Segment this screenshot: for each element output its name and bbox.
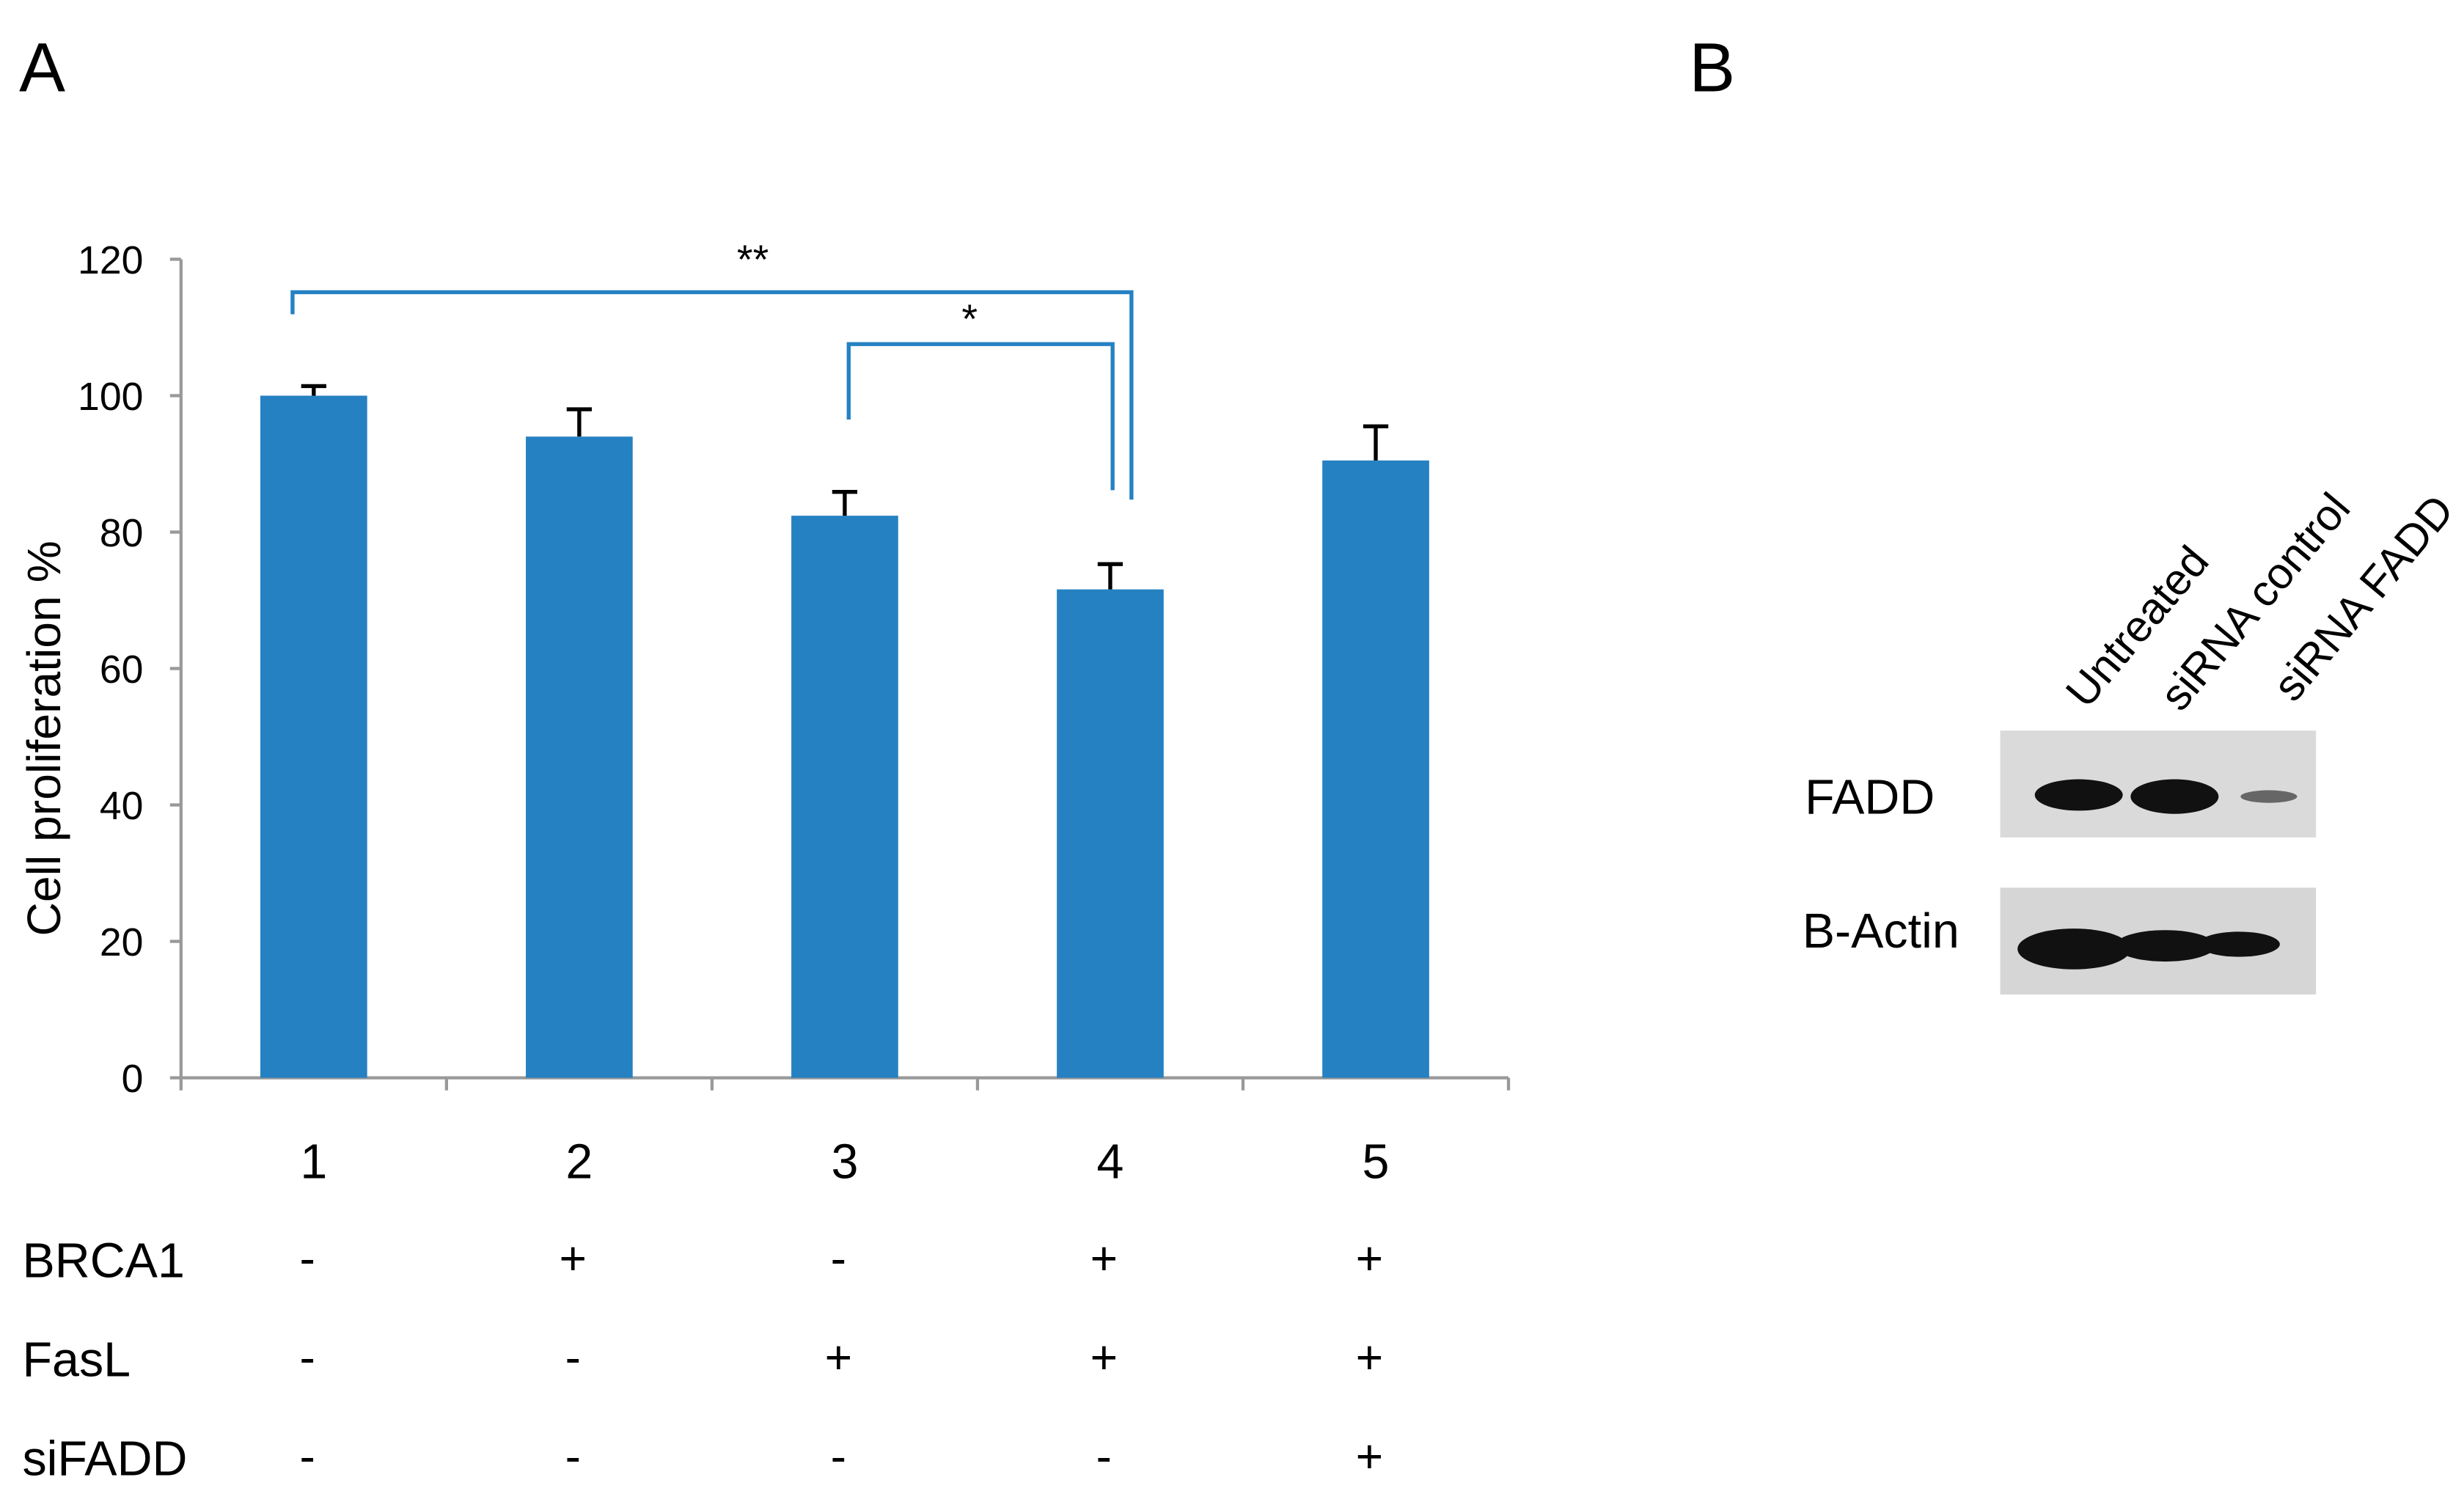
error-bar [1097,562,1123,590]
y-tick-label: 80 [100,512,144,555]
condition-sign: + [1356,1330,1384,1383]
y-tick-label: 0 [122,1058,144,1101]
significance-brackets [290,290,1134,500]
condition-name: siFADD [22,1432,187,1487]
significance-label: ** [737,237,769,282]
panel-label: A [19,29,65,106]
y-tick-label: 20 [100,921,144,964]
blot-row-label: FADD [1805,771,1935,825]
bracket [290,290,1134,500]
condition-sign: + [1356,1429,1384,1482]
condition-sign: - [831,1429,846,1482]
condition-sign: - [300,1231,315,1284]
x-tick-label: 4 [1097,1135,1124,1190]
y-tick-label: 40 [100,785,144,828]
condition-sign: + [560,1231,587,1284]
y-axis-label: Cell proliferation % [18,541,70,936]
bar [791,516,898,1078]
y-tick-label: 60 [100,648,144,692]
y-tick-label: 100 [78,376,143,419]
error-bar [301,384,326,396]
x-tick-label: 3 [831,1135,858,1190]
error-bar [832,489,858,516]
bar [526,436,633,1078]
blot-bands [2017,779,2298,970]
band [2198,931,2280,957]
band [2114,930,2216,962]
condition-sign: - [1096,1429,1112,1482]
condition-sign: - [831,1231,846,1284]
blot-row-label: B-Actin [1803,904,1959,959]
condition-sign: + [825,1330,853,1383]
panel-label: B [1689,29,1735,106]
condition-sign: - [300,1429,315,1482]
bar [1057,589,1164,1078]
condition-sign: + [1356,1231,1384,1284]
y-tick-label: 120 [78,239,143,282]
band [2034,779,2123,811]
condition-sign: + [1090,1231,1118,1284]
condition-sign: - [565,1429,581,1482]
condition-name: FasL [22,1333,131,1388]
error-bar [566,407,593,437]
band [2240,790,2298,803]
condition-sign: + [1090,1330,1118,1383]
x-tick-label: 5 [1363,1135,1390,1190]
condition-sign: - [565,1330,581,1383]
x-tick-label: 1 [300,1135,327,1190]
bar [260,395,367,1078]
condition-sign: - [300,1330,315,1383]
band [2017,928,2131,970]
x-tick-label: 2 [565,1135,593,1190]
bar [1322,460,1429,1078]
error-bar [1363,424,1389,461]
bracket [846,342,1115,491]
significance-label: * [961,296,978,342]
band [2130,779,2219,814]
condition-name: BRCA1 [22,1234,184,1289]
